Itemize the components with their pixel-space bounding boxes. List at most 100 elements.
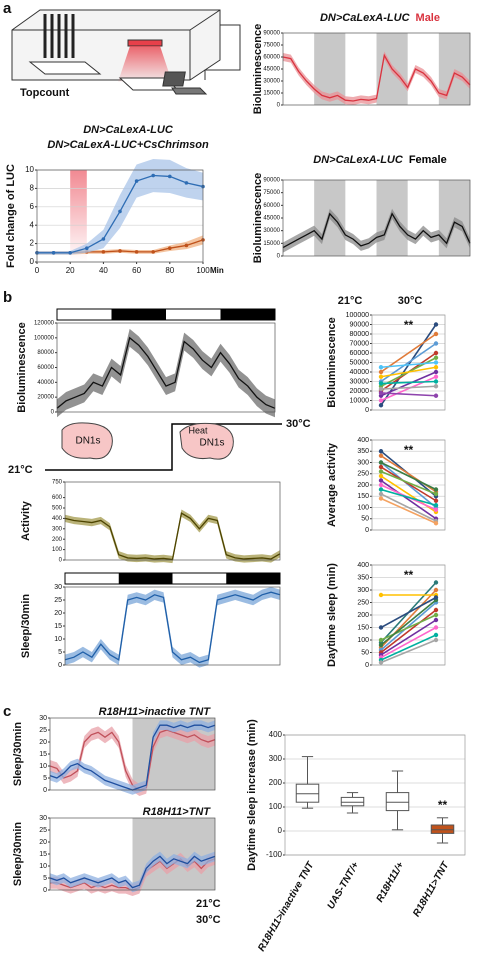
pair-line <box>380 461 437 509</box>
y-tick-label: 75000 <box>263 190 280 196</box>
pair-point <box>433 595 439 600</box>
x-tick-label: 60 <box>132 266 141 275</box>
data-point <box>168 246 172 250</box>
x-tick-label: 80 <box>165 266 174 275</box>
pair-point <box>433 498 439 503</box>
y-tick-label: 300 <box>52 526 63 532</box>
plot-frame <box>56 322 276 413</box>
y-tick-label: 20000 <box>350 388 370 395</box>
y-tick-label: 90000 <box>263 31 280 37</box>
pair-line <box>380 461 437 491</box>
box <box>430 824 455 834</box>
pair-point <box>378 625 384 630</box>
x-tick-label: 100 <box>196 266 210 275</box>
pair-point <box>433 587 439 593</box>
y-tick-label: -100 <box>266 850 283 859</box>
y-tick-label: 10 <box>39 863 47 870</box>
data-point <box>134 250 139 254</box>
pair-point <box>433 393 439 398</box>
plot-frame <box>64 481 281 561</box>
pair-point <box>378 386 384 392</box>
data-line <box>49 855 216 889</box>
data-point <box>184 243 189 248</box>
y-tick-label: 500 <box>52 506 63 512</box>
y-tick-label: 100 <box>357 504 369 511</box>
y-tick-label: 400 <box>357 437 369 444</box>
box <box>295 783 320 803</box>
y-tick-label: 60000 <box>37 365 54 371</box>
column-header: 21°C <box>338 295 363 307</box>
pair-point <box>433 374 439 379</box>
temperature-label: 30°C <box>196 914 221 926</box>
y-axis-label: Daytime sleep (min) <box>326 563 338 667</box>
y-tick-label: 200 <box>357 612 369 619</box>
pair-point <box>378 491 384 497</box>
y-tick-label: 70000 <box>350 340 370 347</box>
y-tick-label: 100000 <box>34 335 55 341</box>
box <box>340 796 365 807</box>
y-tick-label: 400 <box>52 516 63 522</box>
y-tick-label: 20 <box>39 739 47 746</box>
error-band <box>65 509 280 564</box>
pair-line <box>380 601 437 651</box>
pair-point <box>378 390 384 396</box>
significance: ** <box>404 443 414 457</box>
y-tick-label: 20 <box>39 839 47 846</box>
pair-line <box>380 619 437 656</box>
y-tick-label: 60000 <box>263 203 280 209</box>
temperature-label: 30°C <box>286 418 311 430</box>
pair-line <box>380 470 437 495</box>
y-tick-label: 400 <box>269 730 283 739</box>
pair-line <box>380 488 437 507</box>
pair-point <box>378 403 384 408</box>
y-tick-label: 150 <box>357 624 369 631</box>
y-tick-label: 8 <box>30 184 35 193</box>
data-point <box>85 246 89 250</box>
subtitle-text: Female <box>409 154 447 166</box>
pair-point <box>378 482 384 488</box>
pair-line <box>380 639 437 664</box>
pair-point <box>433 503 439 508</box>
y-axis-label: Bioluminescence <box>326 317 338 407</box>
y-tick-label: 350 <box>357 448 369 455</box>
y-tick-label: 0 <box>59 558 63 564</box>
y-tick-label: 100 <box>52 547 63 553</box>
y-tick-label: 45000 <box>263 216 280 222</box>
y-tick-label: 15 <box>54 623 62 630</box>
pair-point <box>378 460 384 465</box>
y-tick-label: 300 <box>357 459 369 466</box>
pair-line <box>380 479 437 520</box>
chart-title: DN>CaLexA-LUC Male <box>320 12 440 24</box>
data-line <box>64 591 281 664</box>
y-tick-label: 0 <box>365 527 369 534</box>
plot-frame <box>64 586 281 666</box>
y-axis-label: Bioluminescence <box>252 173 264 263</box>
title-text: DN>CaLexA-LUC <box>313 154 404 166</box>
pair-point <box>433 331 439 337</box>
pair-point <box>433 365 439 370</box>
y-tick-label: 30000 <box>350 378 370 385</box>
pair-line <box>380 366 437 378</box>
y-tick-label: 2 <box>30 239 35 248</box>
y-axis-label: Average activity <box>326 442 338 527</box>
pair-point <box>433 360 439 365</box>
y-axis-label: Fold change of LUC <box>5 164 17 268</box>
cell-label: DN1s <box>75 436 100 447</box>
y-tick-label: 750 <box>52 480 63 486</box>
y-tick-label: 100 <box>269 802 283 811</box>
plot-frame <box>282 32 471 106</box>
y-axis-label: Bioluminescence <box>252 24 264 114</box>
box <box>385 792 410 812</box>
data-point <box>101 250 106 254</box>
y-tick-label: 100 <box>357 637 369 644</box>
y-tick-label: 30 <box>54 584 62 591</box>
error-band <box>50 724 215 796</box>
y-tick-label: 10000 <box>350 397 370 404</box>
pair-point <box>378 398 384 403</box>
y-tick-label: 5 <box>43 875 47 882</box>
x-tick-label: 20 <box>66 266 75 275</box>
y-tick-label: 250 <box>357 471 369 478</box>
pair-point <box>378 365 384 370</box>
data-point <box>51 251 56 255</box>
